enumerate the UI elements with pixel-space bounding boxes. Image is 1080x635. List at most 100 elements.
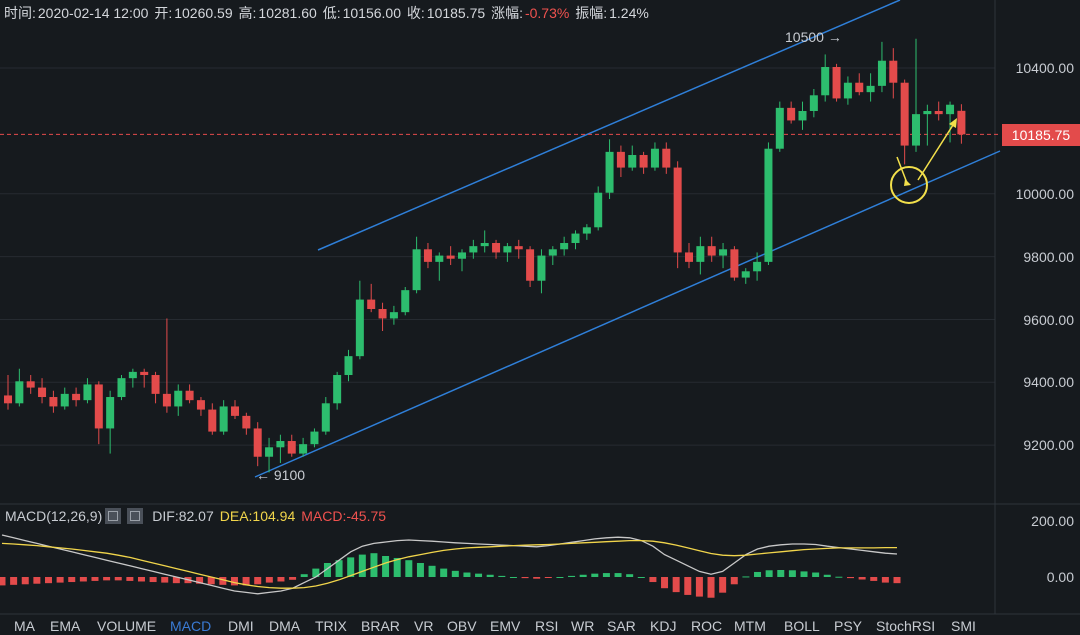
tab-sar[interactable]: SAR — [607, 618, 636, 634]
arrow-left-icon: ← — [256, 467, 270, 483]
tab-rsi[interactable]: RSI — [535, 618, 559, 634]
macd-histogram-bar — [428, 565, 436, 577]
macd-histogram-bar — [777, 570, 785, 577]
macd-legend: MACD(12,26,9) DIF:82.07 DEA:104.94 MACD:… — [5, 508, 386, 524]
tab-vr[interactable]: VR — [414, 618, 434, 634]
candle-body — [855, 82, 864, 93]
candle-body — [276, 441, 285, 448]
tab-macd[interactable]: MACD — [170, 618, 212, 634]
time-value: 2020-02-14 12:00 — [37, 5, 149, 21]
tab-dmi[interactable]: DMI — [228, 618, 254, 634]
macd-histogram-bar — [870, 577, 878, 581]
candle-body — [333, 375, 342, 404]
tab-ma[interactable]: MA — [14, 618, 35, 634]
price-axis-label: 9600.00 — [1023, 312, 1074, 328]
candle-body — [548, 249, 557, 256]
candle-body — [423, 249, 432, 262]
candle-body — [412, 249, 421, 291]
open-label: 开: — [154, 5, 173, 21]
macd-histogram-bar — [672, 577, 680, 593]
tab-dma[interactable]: DMA — [269, 618, 301, 634]
tab-roc[interactable]: ROC — [691, 618, 723, 634]
macd-histogram-bar — [161, 577, 169, 583]
price-axis-label: 10000.00 — [1015, 186, 1074, 202]
close-icon[interactable] — [127, 508, 144, 524]
candle-body — [49, 397, 58, 407]
tab-trix[interactable]: TRIX — [315, 618, 347, 634]
low-mark-value: 9100 — [273, 467, 306, 483]
close-label: 收: — [406, 5, 425, 21]
candle-body — [299, 444, 308, 454]
annotation-arrow-up — [917, 124, 954, 181]
low-label: 低: — [322, 5, 341, 21]
candle-body — [128, 371, 137, 379]
candle-body — [344, 356, 353, 376]
candle-body — [526, 249, 535, 281]
macd-histogram-bar — [44, 577, 52, 584]
macd-histogram-bar — [405, 560, 413, 577]
macd-histogram-bar — [521, 577, 529, 579]
candle-body — [753, 261, 762, 272]
macd-histogram-bar — [79, 577, 87, 582]
candle-body — [480, 243, 489, 247]
candle-body — [242, 415, 251, 429]
tab-volume[interactable]: VOLUME — [97, 618, 157, 634]
candle-body — [196, 400, 205, 410]
tab-obv[interactable]: OBV — [447, 618, 477, 634]
last-price-tag: 10185.75 — [1002, 124, 1080, 146]
candle-body — [492, 243, 501, 253]
macd-histogram-bar — [265, 577, 273, 583]
tab-emv[interactable]: EMV — [490, 618, 521, 634]
candle-body — [117, 378, 126, 398]
tab-stochrsi[interactable]: StochRSI — [876, 618, 936, 634]
tab-kdj[interactable]: KDJ — [650, 618, 677, 634]
tab-psy[interactable]: PSY — [834, 618, 863, 634]
candle-body — [730, 249, 739, 278]
annotation-circle — [890, 166, 928, 204]
macd-histogram-bar — [637, 577, 645, 578]
macd-histogram-bar — [393, 557, 401, 577]
candle-body — [4, 395, 12, 404]
candle-body — [15, 381, 24, 404]
macd-histogram-bar — [614, 573, 622, 577]
macd-histogram-bar — [68, 577, 76, 583]
tab-smi[interactable]: SMI — [951, 618, 976, 634]
tab-brar[interactable]: BRAR — [361, 618, 400, 634]
tab-boll[interactable]: BOLL — [784, 618, 820, 634]
change-value: -0.73% — [524, 5, 570, 21]
candle-body — [503, 246, 512, 253]
candle-body — [367, 299, 376, 310]
macd-histogram-bar — [300, 574, 308, 577]
macd-histogram-bar — [602, 573, 610, 577]
price-axis-label: 9400.00 — [1023, 374, 1074, 390]
macd-histogram-bar — [219, 577, 227, 585]
tab-mtm[interactable]: MTM — [734, 618, 766, 634]
macd-histogram-bar — [230, 577, 238, 586]
macd-histogram-bar — [742, 576, 750, 578]
amplitude-value: 1.24% — [609, 5, 649, 21]
price-axis-label: 10400.00 — [1015, 60, 1074, 76]
candle-body — [616, 151, 625, 168]
macd-histogram-bar — [498, 575, 506, 577]
macd-histogram-bar — [347, 557, 355, 577]
macd-dif-line — [1, 534, 898, 595]
dif-value: DIF:82.07 — [152, 508, 214, 524]
candle-body — [900, 82, 909, 146]
candle-body — [673, 167, 682, 253]
macd-histogram-bar — [370, 553, 378, 577]
arrow-head-icon — [904, 179, 911, 186]
candle-body — [571, 233, 580, 244]
macd-histogram-bar — [289, 577, 297, 580]
settings-icon[interactable] — [105, 508, 122, 524]
tab-wr[interactable]: WR — [571, 618, 595, 634]
macd-histogram-bar — [416, 563, 424, 577]
tab-ema[interactable]: EMA — [50, 618, 81, 634]
macd-histogram-bar — [509, 577, 517, 578]
macd-histogram-bar — [137, 577, 145, 582]
macd-histogram-bar — [649, 577, 657, 583]
annotation-arrow-down — [896, 156, 908, 184]
candle-body — [798, 111, 807, 121]
candle-body — [537, 255, 546, 281]
macd-histogram-bar — [254, 577, 262, 585]
